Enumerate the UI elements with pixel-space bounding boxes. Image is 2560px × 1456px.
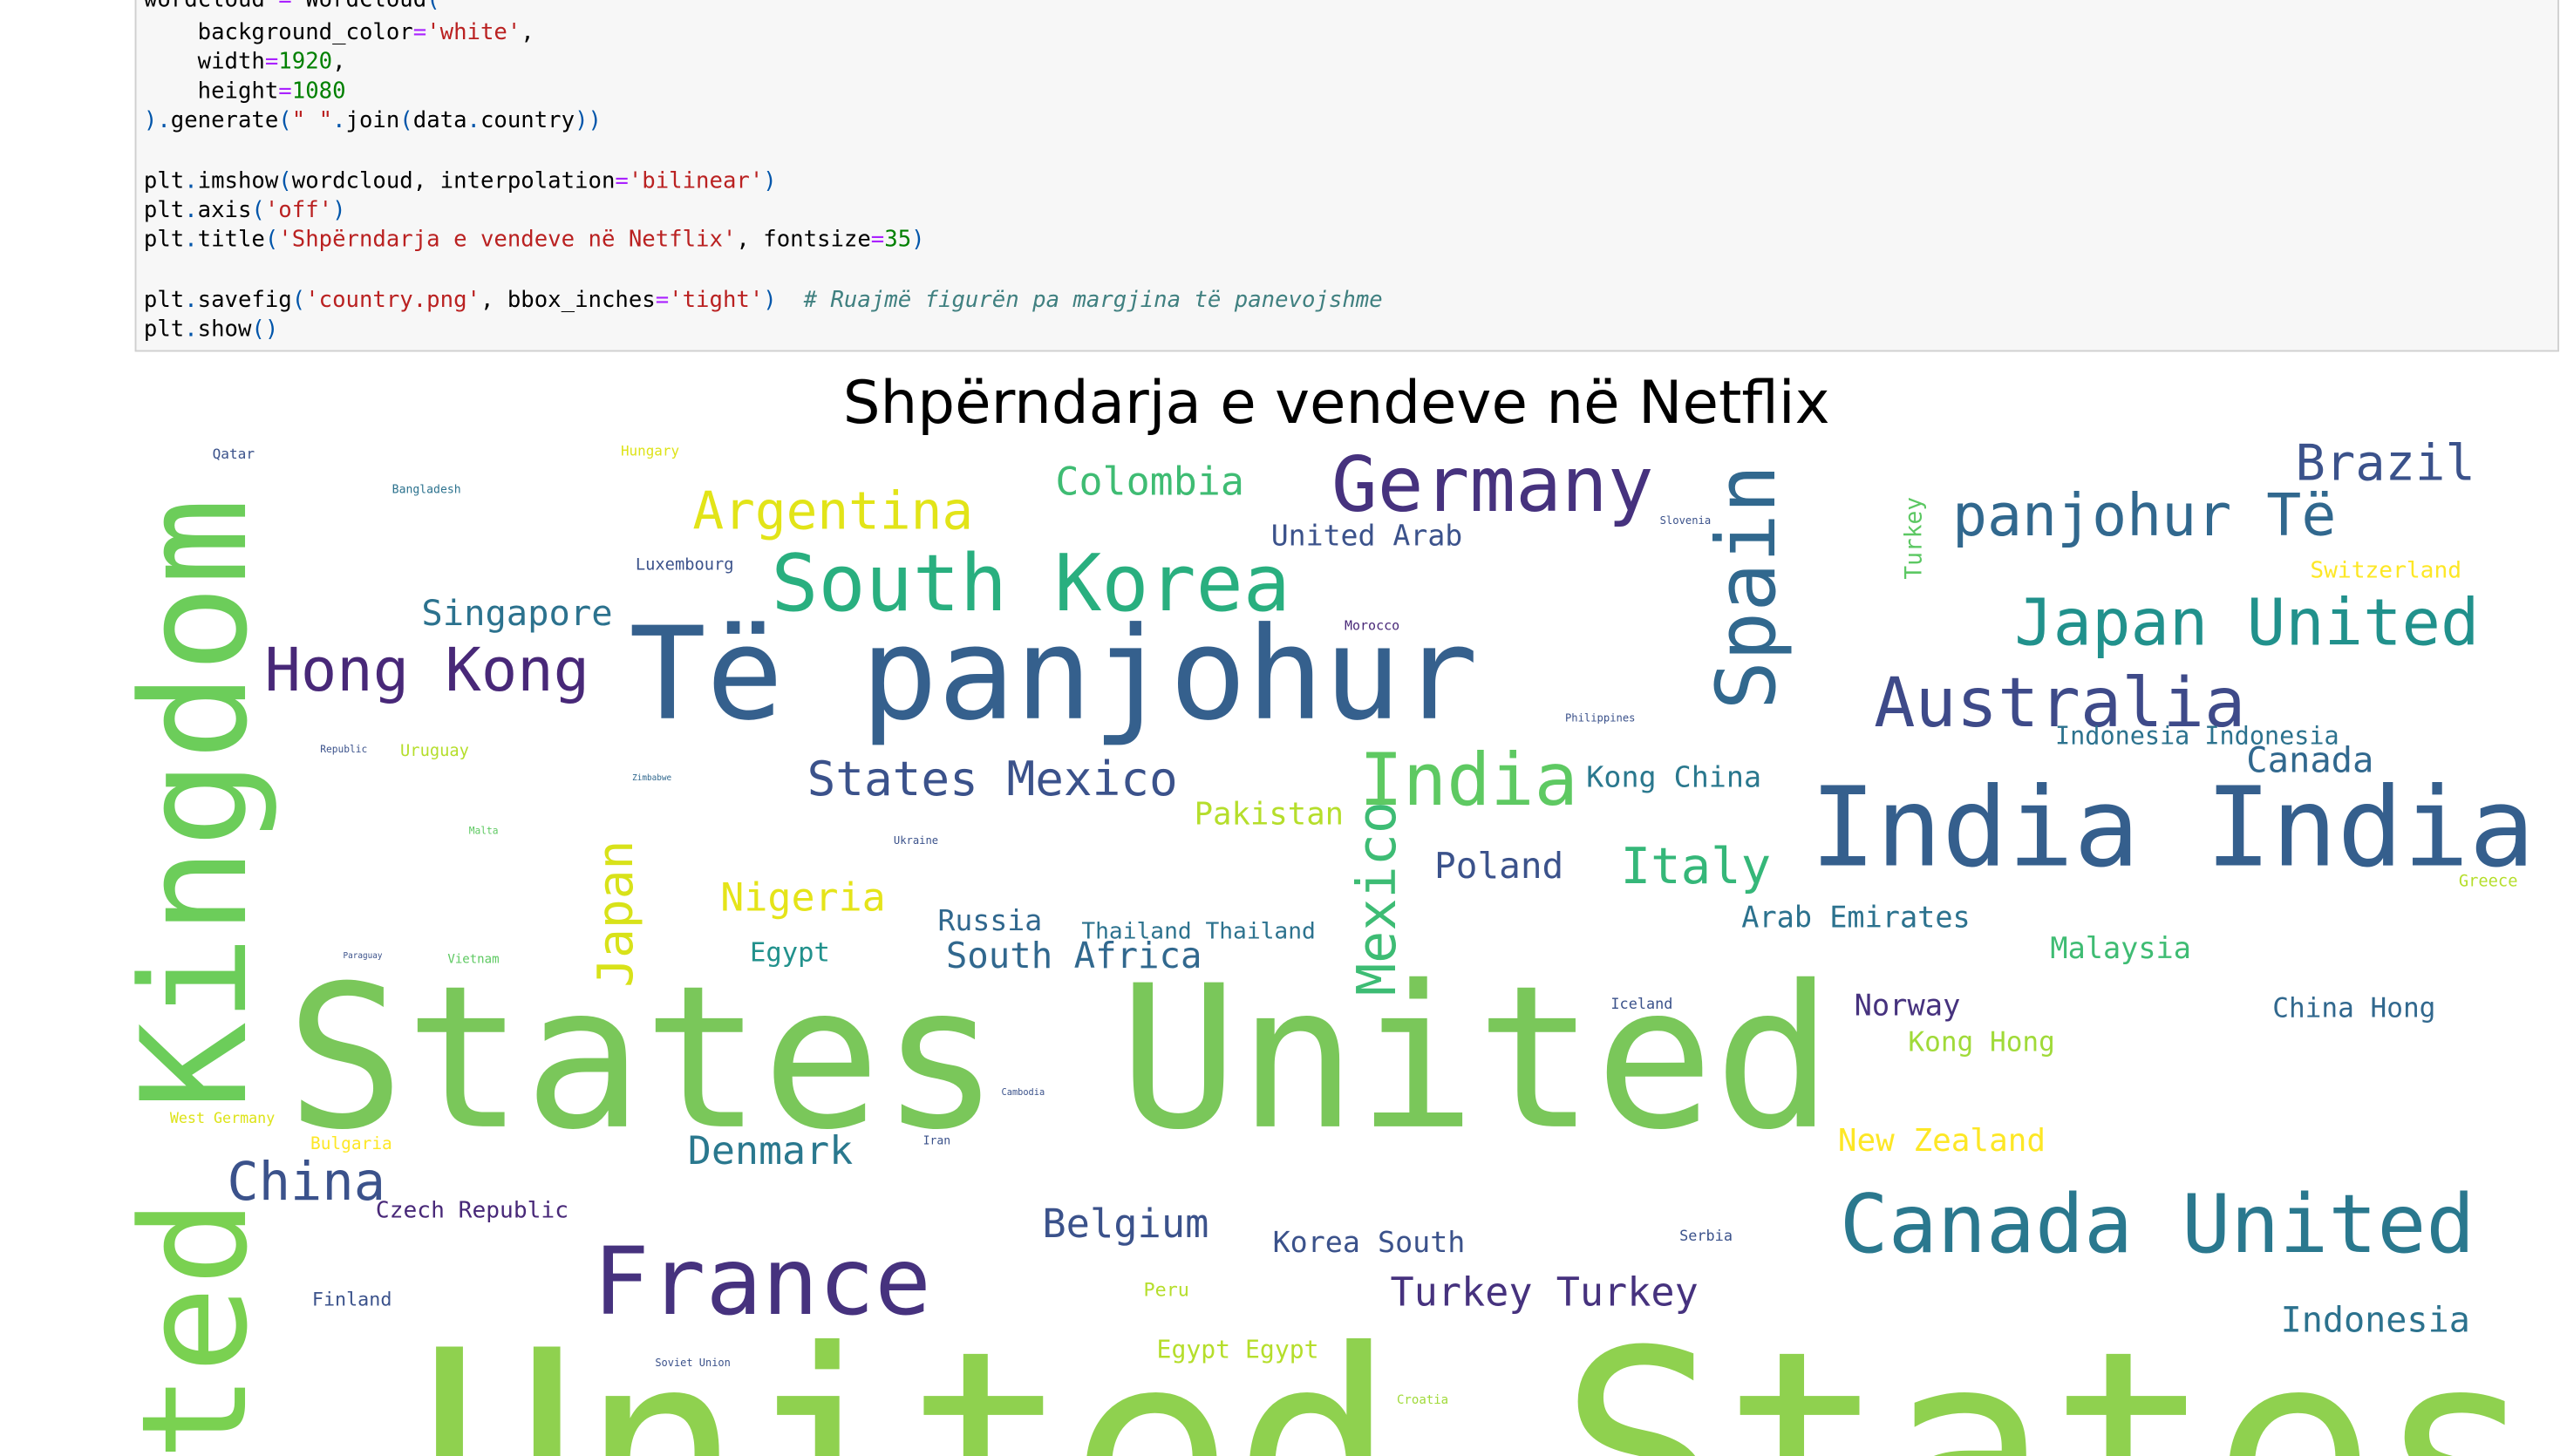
cloud-word: Vietnam [447,953,499,967]
cloud-word: Turkey Turkey [1390,1269,1698,1316]
cloud-word: Croatia [1397,1393,1448,1407]
cloud-word: States United [286,944,1833,1174]
cloud-word: Iran [923,1134,951,1147]
cloud-word: Nigeria [720,874,885,921]
cloud-word: United Arab [1271,518,1463,552]
wordcloud: States United United States Të panjohur Kin… [111,434,2539,1456]
cloud-word: New Zealand [1838,1123,2046,1159]
cloud-word: Japan [588,840,644,988]
cloud-word: Kingdom [111,498,280,1110]
cloud-word: Egypt Egypt [1157,1336,1319,1364]
cloud-word: ted [111,1199,280,1456]
cloud-word: Bangladesh [392,483,461,496]
cloud-word: Morocco [1345,618,1399,634]
cloud-word: Bulgaria [310,1133,392,1153]
cloud-word: Mexico [1345,801,1408,996]
cloud-word: China [227,1152,385,1213]
cloud-word: Turkey [1901,497,1927,580]
cloud-word: States Mexico [807,752,1178,806]
cloud-word: Qatar [213,446,255,462]
cloud-word: China Hong [2272,992,2435,1024]
cloud-word: Serbia [1679,1227,1733,1244]
cloud-word: West Germany [170,1110,275,1126]
code-line: height=1080 [144,78,346,104]
cloud-word: Paraguay [343,951,382,961]
cloud-word: Zimbabwe [632,773,671,783]
code-line: plt.axis('off') [144,197,346,223]
code-cell[interactable] [134,0,2560,352]
cloud-word: Norway [1855,989,1961,1023]
code-line: width=1920, [144,49,346,75]
cloud-word: Thailand Thailand [1081,919,1315,945]
cloud-word: Cambodia [1002,1087,1045,1098]
cloud-word: Argentina [692,482,973,542]
cloud-word: Indonesia [2281,1301,2470,1341]
cloud-word: India [1359,738,1578,822]
cloud-word: Malaysia [2050,931,2190,965]
cloud-word: Indonesia Indonesia [2055,722,2339,751]
cloud-word: Singapore [421,592,612,634]
cloud-word: Germany [1331,440,1654,529]
cloud-word: Japan United [2014,587,2479,661]
cloud-word: Spain [1699,465,1794,711]
code-line: plt.title('Shpërndarja e vendeve në Netf… [144,227,925,253]
cloud-word: Soviet Union [655,1357,731,1369]
cloud-word: Peru [1144,1280,1189,1302]
cloud-word: Switzerland [2310,558,2461,584]
cloud-word: Arab Emirates [1741,900,1970,934]
cloud-word: Brazil [2295,434,2475,492]
cloud-word: Republic [320,744,367,755]
cloud-word: Korea South [1273,1225,1466,1259]
code-line: plt.show() [144,316,278,343]
code-line: ).generate(" ".join(data.country)) [144,107,602,133]
cloud-word: Denmark [688,1127,853,1174]
cloud-word: Italy [1621,837,1772,895]
cloud-word: France [593,1228,931,1337]
cloud-word: Iceland [1610,995,1672,1012]
cloud-word: South Africa [946,935,1202,976]
cloud-word: Kong Hong [1908,1027,2054,1058]
cloud-word: Egypt [750,938,830,969]
code-line: plt.savefig('country.png', bbox_inches='… [144,287,1383,313]
cloud-word: Pakistan [1195,796,1344,832]
cloud-word: Kong China [1586,759,1761,793]
figure-title: Shpërndarja e vendeve në Netflix [843,368,1830,437]
cloud-word: Greece [2459,873,2518,891]
cloud-word: Australia [1874,663,2245,743]
code-line: plt.imshow(wordcloud, interpolation='bil… [144,167,777,194]
cloud-word: India India [1810,764,2535,891]
cloud-word: Russia [937,903,1042,937]
cloud-word: Uruguay [400,742,469,760]
cloud-word: Philippines [1565,712,1636,725]
code-block: wordcloud = WordCloud( background_color=… [144,0,1383,343]
cloud-word: Belgium [1042,1201,1209,1247]
cloud-word: panjohur Të [1952,481,2336,549]
cloud-word: Malta [469,826,499,837]
cloud-word: United States [417,1293,2539,1456]
cloud-word: Hong Kong [265,636,590,705]
code-line: wordcloud = WordCloud( [144,0,440,12]
cloud-word: Luxembourg [636,555,734,574]
cloud-word: Canada United [1840,1177,2475,1271]
cloud-word: Finland [312,1289,392,1311]
code-line: background_color='white', [144,19,534,45]
cloud-word: Colombia [1055,458,1244,504]
cloud-word: Slovenia [1660,514,1712,527]
cloud-word: Canada [2246,739,2373,781]
cloud-word: Hungary [621,442,679,459]
cloud-word: Të panjohur [629,600,1478,749]
cloud-word: Czech Republic [376,1198,569,1224]
cloud-word: Poland [1434,845,1563,887]
cloud-word: South Korea [771,539,1290,629]
cloud-word: Ukraine [894,834,938,847]
